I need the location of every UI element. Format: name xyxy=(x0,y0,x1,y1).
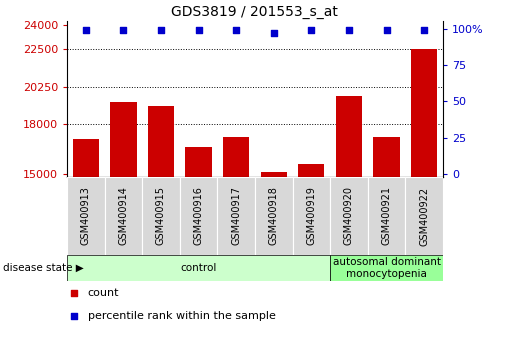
Text: GSM400920: GSM400920 xyxy=(344,187,354,245)
Point xyxy=(195,27,203,33)
Title: GDS3819 / 201553_s_at: GDS3819 / 201553_s_at xyxy=(171,5,338,19)
Bar xyxy=(405,177,443,255)
Point xyxy=(420,27,428,33)
Point xyxy=(232,27,240,33)
Text: autosomal dominant
monocytopenia: autosomal dominant monocytopenia xyxy=(333,257,440,279)
Bar xyxy=(223,137,249,354)
Text: GSM400913: GSM400913 xyxy=(81,187,91,245)
Bar xyxy=(411,50,437,354)
Point xyxy=(382,27,390,33)
Text: count: count xyxy=(88,288,119,298)
Bar xyxy=(373,137,400,354)
Bar xyxy=(293,177,330,255)
Bar xyxy=(105,177,142,255)
Bar xyxy=(217,177,255,255)
Bar xyxy=(336,96,362,354)
Text: GSM400918: GSM400918 xyxy=(269,187,279,245)
Bar xyxy=(67,177,105,255)
Bar xyxy=(110,102,136,354)
Point xyxy=(71,290,79,296)
Bar xyxy=(255,177,293,255)
Text: GSM400916: GSM400916 xyxy=(194,187,203,245)
Text: GSM400922: GSM400922 xyxy=(419,186,429,246)
Text: GSM400917: GSM400917 xyxy=(231,187,241,245)
Bar xyxy=(67,255,330,281)
Text: GSM400921: GSM400921 xyxy=(382,187,391,245)
Text: GSM400919: GSM400919 xyxy=(306,187,316,245)
Point xyxy=(345,27,353,33)
Point xyxy=(71,313,79,319)
Bar xyxy=(261,172,287,354)
Bar xyxy=(142,177,180,255)
Bar xyxy=(185,147,212,354)
Point xyxy=(269,30,278,36)
Point xyxy=(307,27,315,33)
Point xyxy=(157,27,165,33)
Text: GSM400915: GSM400915 xyxy=(156,187,166,245)
Text: control: control xyxy=(180,263,217,273)
Point xyxy=(119,27,128,33)
Bar xyxy=(330,177,368,255)
Bar xyxy=(368,177,405,255)
Bar xyxy=(180,177,217,255)
Text: disease state ▶: disease state ▶ xyxy=(3,263,83,273)
Text: GSM400914: GSM400914 xyxy=(118,187,128,245)
Bar xyxy=(298,164,324,354)
Bar xyxy=(148,106,174,354)
Bar xyxy=(73,139,99,354)
Bar xyxy=(330,255,443,281)
Point xyxy=(81,27,90,33)
Text: percentile rank within the sample: percentile rank within the sample xyxy=(88,311,276,321)
